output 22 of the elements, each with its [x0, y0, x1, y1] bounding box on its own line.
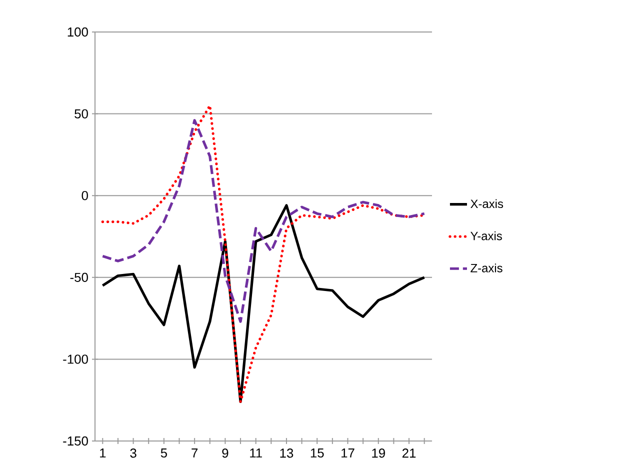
x-tick-label: 7 [192, 448, 198, 458]
x-tick-label: 13 [280, 448, 294, 458]
x-tick-label: 11 [250, 448, 262, 458]
x-tick-label: 9 [222, 448, 228, 458]
legend-label: Y-axis [470, 231, 502, 240]
x-tick-label: 1 [100, 448, 106, 458]
x-tick-label: 5 [160, 448, 167, 458]
legend-label: X-axis [470, 199, 504, 208]
y-tick-label: -150 [63, 436, 88, 446]
y-tick-label: -50 [70, 272, 88, 282]
x-tick-label: 21 [402, 448, 416, 458]
line-series [101, 104, 426, 404]
x-tick-label: 3 [130, 448, 136, 458]
x-tick-label: 17 [342, 448, 354, 458]
y-tick-label: 50 [74, 109, 88, 118]
x-tick-label: 19 [372, 448, 385, 458]
y-tick-label: -100 [63, 354, 88, 364]
y-tick-label: 100 [68, 27, 88, 37]
y-tick-label: 0 [82, 191, 88, 200]
line-series [101, 119, 426, 323]
legend-label: Z-axis [470, 264, 502, 272]
x-tick-label: 15 [310, 448, 324, 458]
